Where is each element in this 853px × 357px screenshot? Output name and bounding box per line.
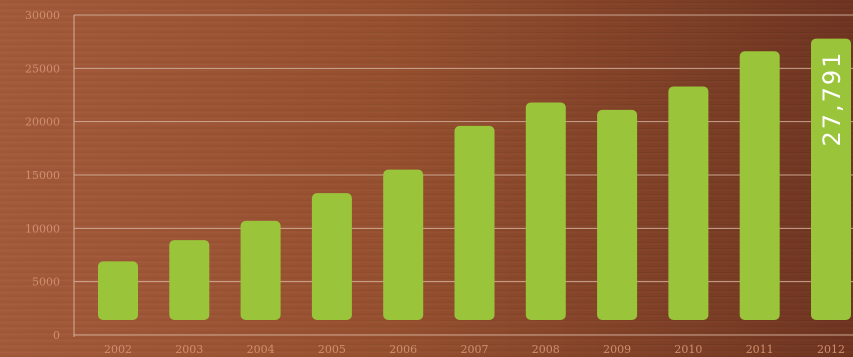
x-tick-label: 2004 [247, 343, 275, 356]
bar-2003 [169, 240, 210, 320]
x-tick-label: 2005 [318, 343, 346, 356]
bar-2007 [454, 125, 495, 320]
bar-2009 [597, 109, 638, 320]
y-tick-label: 0 [53, 329, 60, 342]
bar-2006 [383, 169, 424, 320]
y-tick-label: 30000 [25, 9, 60, 22]
y-tick-label: 25000 [25, 62, 60, 75]
x-tick-label: 2003 [175, 343, 203, 356]
x-tick-label: 2011 [746, 343, 774, 356]
annotations: 27,791 [818, 51, 846, 147]
bar-2008 [525, 102, 566, 320]
x-tick-label: 2012 [817, 343, 845, 356]
x-tick-label: 2010 [674, 343, 702, 356]
y-tick-label: 10000 [25, 222, 60, 235]
y-axis-ticks: 0 5000 10000 15000 20000 25000 30000 [25, 9, 60, 342]
x-tick-label: 2006 [389, 343, 417, 356]
bar-2004 [240, 220, 281, 320]
y-tick-label: 5000 [32, 276, 60, 289]
x-tick-label: 2008 [532, 343, 560, 356]
y-tick-label: 20000 [25, 116, 60, 129]
bars [98, 38, 851, 321]
data-label-2012: 27,791 [818, 51, 846, 147]
x-tick-label: 2009 [603, 343, 631, 356]
bar-2002 [98, 261, 138, 320]
bar-2012 [811, 38, 851, 320]
bar-2011 [739, 51, 780, 321]
bar-2005 [311, 193, 352, 320]
x-tick-label: 2002 [104, 343, 132, 356]
x-tick-label: 2007 [461, 343, 489, 356]
x-axis-ticks: 2002 2003 2004 2005 2006 2007 2008 2009 2010 2011… [104, 343, 845, 356]
y-tick-label: 15000 [25, 169, 60, 182]
bar-2010 [668, 86, 709, 320]
